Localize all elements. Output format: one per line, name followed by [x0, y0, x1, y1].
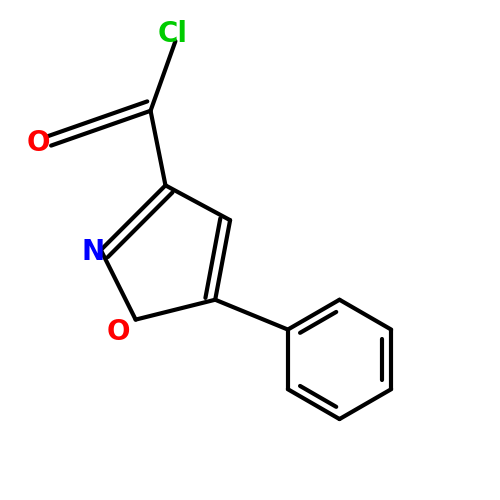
Text: Cl: Cl: [158, 20, 188, 48]
Text: O: O: [106, 318, 130, 346]
Text: N: N: [82, 238, 105, 266]
Text: O: O: [27, 129, 50, 157]
